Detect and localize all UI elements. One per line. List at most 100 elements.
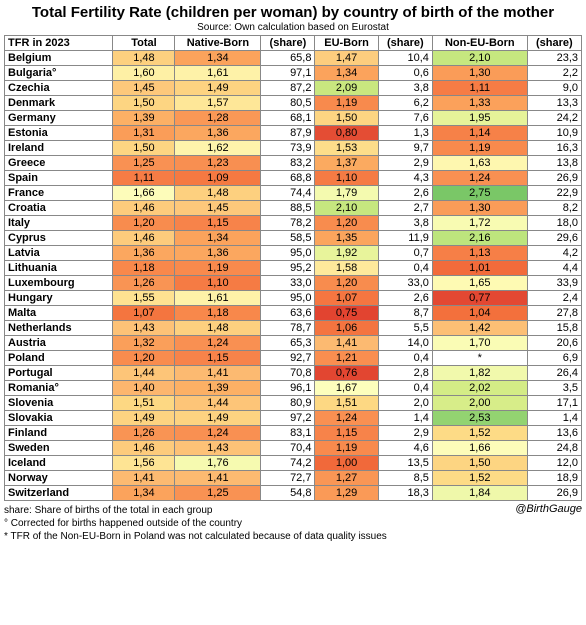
native-cell: 1,43 bbox=[175, 441, 261, 456]
eu-share-cell: 2,6 bbox=[378, 291, 432, 306]
noneu-share-cell: 16,3 bbox=[527, 141, 581, 156]
total-cell: 1,40 bbox=[113, 381, 175, 396]
eu-share-cell: 4,3 bbox=[378, 171, 432, 186]
noneu-share-cell: 13,6 bbox=[527, 426, 581, 441]
eu-cell: 1,27 bbox=[315, 471, 378, 486]
total-cell: 1,32 bbox=[113, 336, 175, 351]
total-cell: 1,31 bbox=[113, 126, 175, 141]
noneu-cell: 1,42 bbox=[432, 321, 527, 336]
total-cell: 1,36 bbox=[113, 246, 175, 261]
noneu-cell: 2,53 bbox=[432, 411, 527, 426]
total-cell: 1,50 bbox=[113, 96, 175, 111]
country-cell: Bulgaria° bbox=[5, 66, 113, 81]
table-row: Sweden1,461,4370,41,194,61,6624,8 bbox=[5, 441, 582, 456]
noneu-cell: 1,52 bbox=[432, 426, 527, 441]
total-cell: 1,26 bbox=[113, 276, 175, 291]
table-row: Belgium1,481,3465,81,4710,42,1023,3 bbox=[5, 51, 582, 66]
native-share-cell: 96,1 bbox=[261, 381, 315, 396]
noneu-share-cell: 20,6 bbox=[527, 336, 581, 351]
native-cell: 1,76 bbox=[175, 456, 261, 471]
table-row: Norway1,411,4172,71,278,51,5218,9 bbox=[5, 471, 582, 486]
table-row: Romania°1,401,3996,11,670,42,023,5 bbox=[5, 381, 582, 396]
noneu-share-cell: 23,3 bbox=[527, 51, 581, 66]
header-eu: EU-Born bbox=[315, 36, 378, 51]
country-cell: Germany bbox=[5, 111, 113, 126]
total-cell: 1,46 bbox=[113, 231, 175, 246]
noneu-share-cell: 6,9 bbox=[527, 351, 581, 366]
footnotes: share: Share of births of the total in e… bbox=[4, 504, 387, 543]
eu-share-cell: 11,9 bbox=[378, 231, 432, 246]
total-cell: 1,41 bbox=[113, 471, 175, 486]
native-cell: 1,10 bbox=[175, 276, 261, 291]
country-cell: Sweden bbox=[5, 441, 113, 456]
table-row: Germany1,391,2868,11,507,61,9524,2 bbox=[5, 111, 582, 126]
table-row: Czechia1,451,4987,22,093,81,119,0 bbox=[5, 81, 582, 96]
native-share-cell: 65,3 bbox=[261, 336, 315, 351]
noneu-cell: 1,14 bbox=[432, 126, 527, 141]
table-row: Spain1,111,0968,81,104,31,2426,9 bbox=[5, 171, 582, 186]
eu-cell: 1,51 bbox=[315, 396, 378, 411]
eu-cell: 2,10 bbox=[315, 201, 378, 216]
eu-cell: 1,06 bbox=[315, 321, 378, 336]
native-share-cell: 80,9 bbox=[261, 396, 315, 411]
noneu-cell: 1,33 bbox=[432, 96, 527, 111]
native-cell: 1,34 bbox=[175, 231, 261, 246]
noneu-cell: 2,10 bbox=[432, 51, 527, 66]
country-cell: Norway bbox=[5, 471, 113, 486]
native-cell: 1,41 bbox=[175, 471, 261, 486]
eu-cell: 1,07 bbox=[315, 291, 378, 306]
table-row: Slovenia1,511,4480,91,512,02,0017,1 bbox=[5, 396, 582, 411]
country-cell: Latvia bbox=[5, 246, 113, 261]
native-cell: 1,23 bbox=[175, 156, 261, 171]
total-cell: 1,56 bbox=[113, 456, 175, 471]
native-cell: 1,39 bbox=[175, 381, 261, 396]
native-share-cell: 54,8 bbox=[261, 486, 315, 501]
eu-cell: 1,00 bbox=[315, 456, 378, 471]
total-cell: 1,26 bbox=[113, 426, 175, 441]
native-cell: 1,36 bbox=[175, 246, 261, 261]
native-share-cell: 87,2 bbox=[261, 81, 315, 96]
total-cell: 1,25 bbox=[113, 156, 175, 171]
eu-share-cell: 3,8 bbox=[378, 81, 432, 96]
noneu-cell: 1,30 bbox=[432, 66, 527, 81]
native-cell: 1,44 bbox=[175, 396, 261, 411]
total-cell: 1,60 bbox=[113, 66, 175, 81]
table-row: Slovakia1,491,4997,21,241,42,531,4 bbox=[5, 411, 582, 426]
country-cell: Hungary bbox=[5, 291, 113, 306]
country-cell: Poland bbox=[5, 351, 113, 366]
native-cell: 1,15 bbox=[175, 216, 261, 231]
noneu-cell: 1,63 bbox=[432, 156, 527, 171]
native-cell: 1,34 bbox=[175, 51, 261, 66]
eu-share-cell: 9,7 bbox=[378, 141, 432, 156]
eu-cell: 1,21 bbox=[315, 351, 378, 366]
noneu-share-cell: 24,8 bbox=[527, 441, 581, 456]
country-cell: Croatia bbox=[5, 201, 113, 216]
native-cell: 1,41 bbox=[175, 366, 261, 381]
noneu-cell: 1,04 bbox=[432, 306, 527, 321]
noneu-share-cell: 4,4 bbox=[527, 261, 581, 276]
noneu-share-cell: 2,4 bbox=[527, 291, 581, 306]
native-share-cell: 68,8 bbox=[261, 171, 315, 186]
country-cell: Lithuania bbox=[5, 261, 113, 276]
noneu-share-cell: 3,5 bbox=[527, 381, 581, 396]
noneu-cell: 2,00 bbox=[432, 396, 527, 411]
tfr-table: TFR in 2023 Total Native-Born (share) EU… bbox=[4, 35, 582, 501]
native-cell: 1,61 bbox=[175, 291, 261, 306]
noneu-cell: 0,77 bbox=[432, 291, 527, 306]
native-cell: 1,09 bbox=[175, 171, 261, 186]
country-cell: Ireland bbox=[5, 141, 113, 156]
footnote-3: * TFR of the Non-EU-Born in Poland was n… bbox=[4, 530, 387, 543]
noneu-share-cell: 17,1 bbox=[527, 396, 581, 411]
table-row: Latvia1,361,3695,01,920,71,134,2 bbox=[5, 246, 582, 261]
credit: @BirthGauge bbox=[515, 503, 582, 515]
noneu-share-cell: 26,9 bbox=[527, 171, 581, 186]
noneu-cell: 1,66 bbox=[432, 441, 527, 456]
country-cell: Cyprus bbox=[5, 231, 113, 246]
table-row: France1,661,4874,41,792,62,7522,9 bbox=[5, 186, 582, 201]
eu-cell: 1,37 bbox=[315, 156, 378, 171]
eu-cell: 1,10 bbox=[315, 171, 378, 186]
noneu-cell: 1,30 bbox=[432, 201, 527, 216]
native-share-cell: 97,2 bbox=[261, 411, 315, 426]
noneu-cell: 1,65 bbox=[432, 276, 527, 291]
table-row: Switzerland1,341,2554,81,2918,31,8426,9 bbox=[5, 486, 582, 501]
